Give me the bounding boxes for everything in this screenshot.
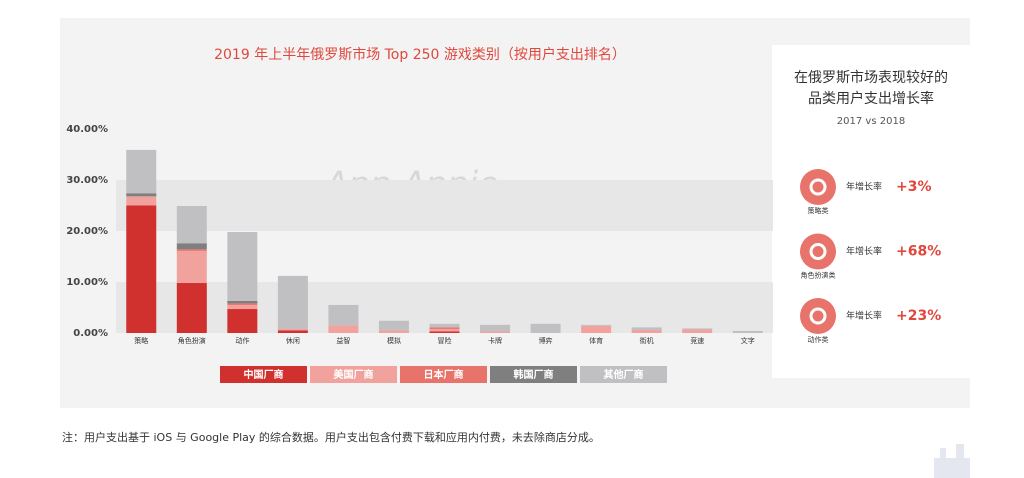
legend-swatch [400, 366, 487, 383]
category-label: 策略类 [808, 206, 829, 215]
growth-label: 年增长率 [846, 310, 882, 322]
bar-segment [176, 206, 207, 244]
bar-segment [429, 331, 460, 333]
growth-value: +23% [896, 308, 941, 324]
growth-value: +3% [896, 179, 932, 195]
category-label: 角色扮演类 [801, 271, 836, 280]
grid-band [116, 180, 773, 231]
bar-segment [227, 309, 258, 333]
category-icon-inner [809, 307, 827, 325]
bar-segment [378, 330, 409, 333]
legend-swatch [220, 366, 307, 383]
x-tick-label: 卡牌 [488, 336, 502, 345]
category-icon [800, 169, 836, 205]
bar-segment [732, 330, 763, 333]
bar-segment [126, 193, 157, 197]
side-title: 在俄罗斯市场表现较好的 [794, 69, 948, 86]
x-tick-label: 动作 [235, 336, 249, 345]
legend-label: 美国厂商 [334, 368, 374, 381]
bar-segment [126, 205, 157, 333]
growth-value: +68% [896, 244, 941, 260]
bar-segment [378, 320, 409, 331]
category-icon [800, 298, 836, 334]
x-tick-label: 休闲 [286, 336, 300, 345]
legend-swatch [490, 366, 577, 383]
y-tick-label: 10.00% [66, 277, 108, 288]
bar-segment [126, 149, 157, 194]
bar-segment [631, 327, 662, 330]
bar-segment [227, 232, 258, 301]
y-tick-label: 40.00% [66, 124, 108, 135]
bar-segment [176, 243, 207, 250]
bar-segment [682, 329, 713, 333]
y-tick-label: 20.00% [66, 226, 108, 237]
x-tick-label: 益智 [336, 336, 350, 345]
bar-segment [530, 323, 561, 333]
growth-label: 年增长率 [846, 245, 882, 257]
legend-swatch [580, 366, 667, 383]
bar-segment [227, 304, 258, 310]
bar-segment [277, 275, 308, 329]
bar-segment [581, 325, 612, 333]
legend-label: 其他厂商 [604, 368, 644, 381]
category-icon [800, 233, 836, 270]
bar-segment [176, 283, 207, 333]
growth-label: 年增长率 [846, 181, 882, 193]
bar-segment [429, 323, 460, 328]
x-tick-label: 策略 [134, 336, 148, 345]
legend-label: 韩国厂商 [514, 368, 554, 381]
bar-segment [227, 303, 258, 305]
chart-title: 2019 年上半年俄罗斯市场 Top 250 游戏类别（按用户支出排名） [214, 46, 626, 63]
bar-segment [631, 329, 662, 333]
bar-segment [176, 249, 207, 251]
castle-icon [934, 444, 970, 478]
side-subtitle: 2017 vs 2018 [837, 116, 905, 127]
bar-segment [581, 324, 612, 326]
legend-label: 日本厂商 [424, 368, 464, 381]
side-title: 品类用户支出增长率 [808, 90, 934, 107]
x-tick-label: 文字 [741, 336, 755, 345]
x-tick-label: 模拟 [387, 336, 401, 345]
bar-segment [126, 196, 157, 206]
legend-swatch [310, 366, 397, 383]
bar-segment [277, 328, 308, 331]
x-tick-label: 博弈 [539, 336, 553, 345]
category-icon-inner [809, 178, 827, 196]
bar-segment [480, 324, 511, 332]
bar-segment [176, 250, 207, 284]
category-icon-inner [809, 243, 827, 260]
bar-segment [328, 325, 359, 333]
legend-label: 中国厂商 [244, 368, 284, 381]
x-tick-label: 角色扮演 [178, 336, 206, 345]
bar-segment [429, 327, 460, 329]
category-label: 动作类 [808, 335, 829, 344]
bar-segment [277, 330, 308, 333]
x-tick-label: 体育 [589, 336, 603, 345]
bar-segment [429, 328, 460, 332]
y-tick-label: 30.00% [66, 175, 108, 186]
bar-segment [480, 331, 511, 333]
x-tick-label: 冒险 [438, 336, 452, 345]
x-tick-label: 竞速 [690, 336, 704, 345]
y-tick-label: 0.00% [73, 328, 108, 339]
x-tick-label: 街机 [640, 336, 654, 345]
bar-segment [682, 328, 713, 330]
footnote: 注：用户支出基于 iOS 与 Google Play 的综合数据。用户支出包含付… [62, 430, 600, 444]
bar-segment [328, 304, 359, 326]
bar-segment [227, 300, 258, 304]
